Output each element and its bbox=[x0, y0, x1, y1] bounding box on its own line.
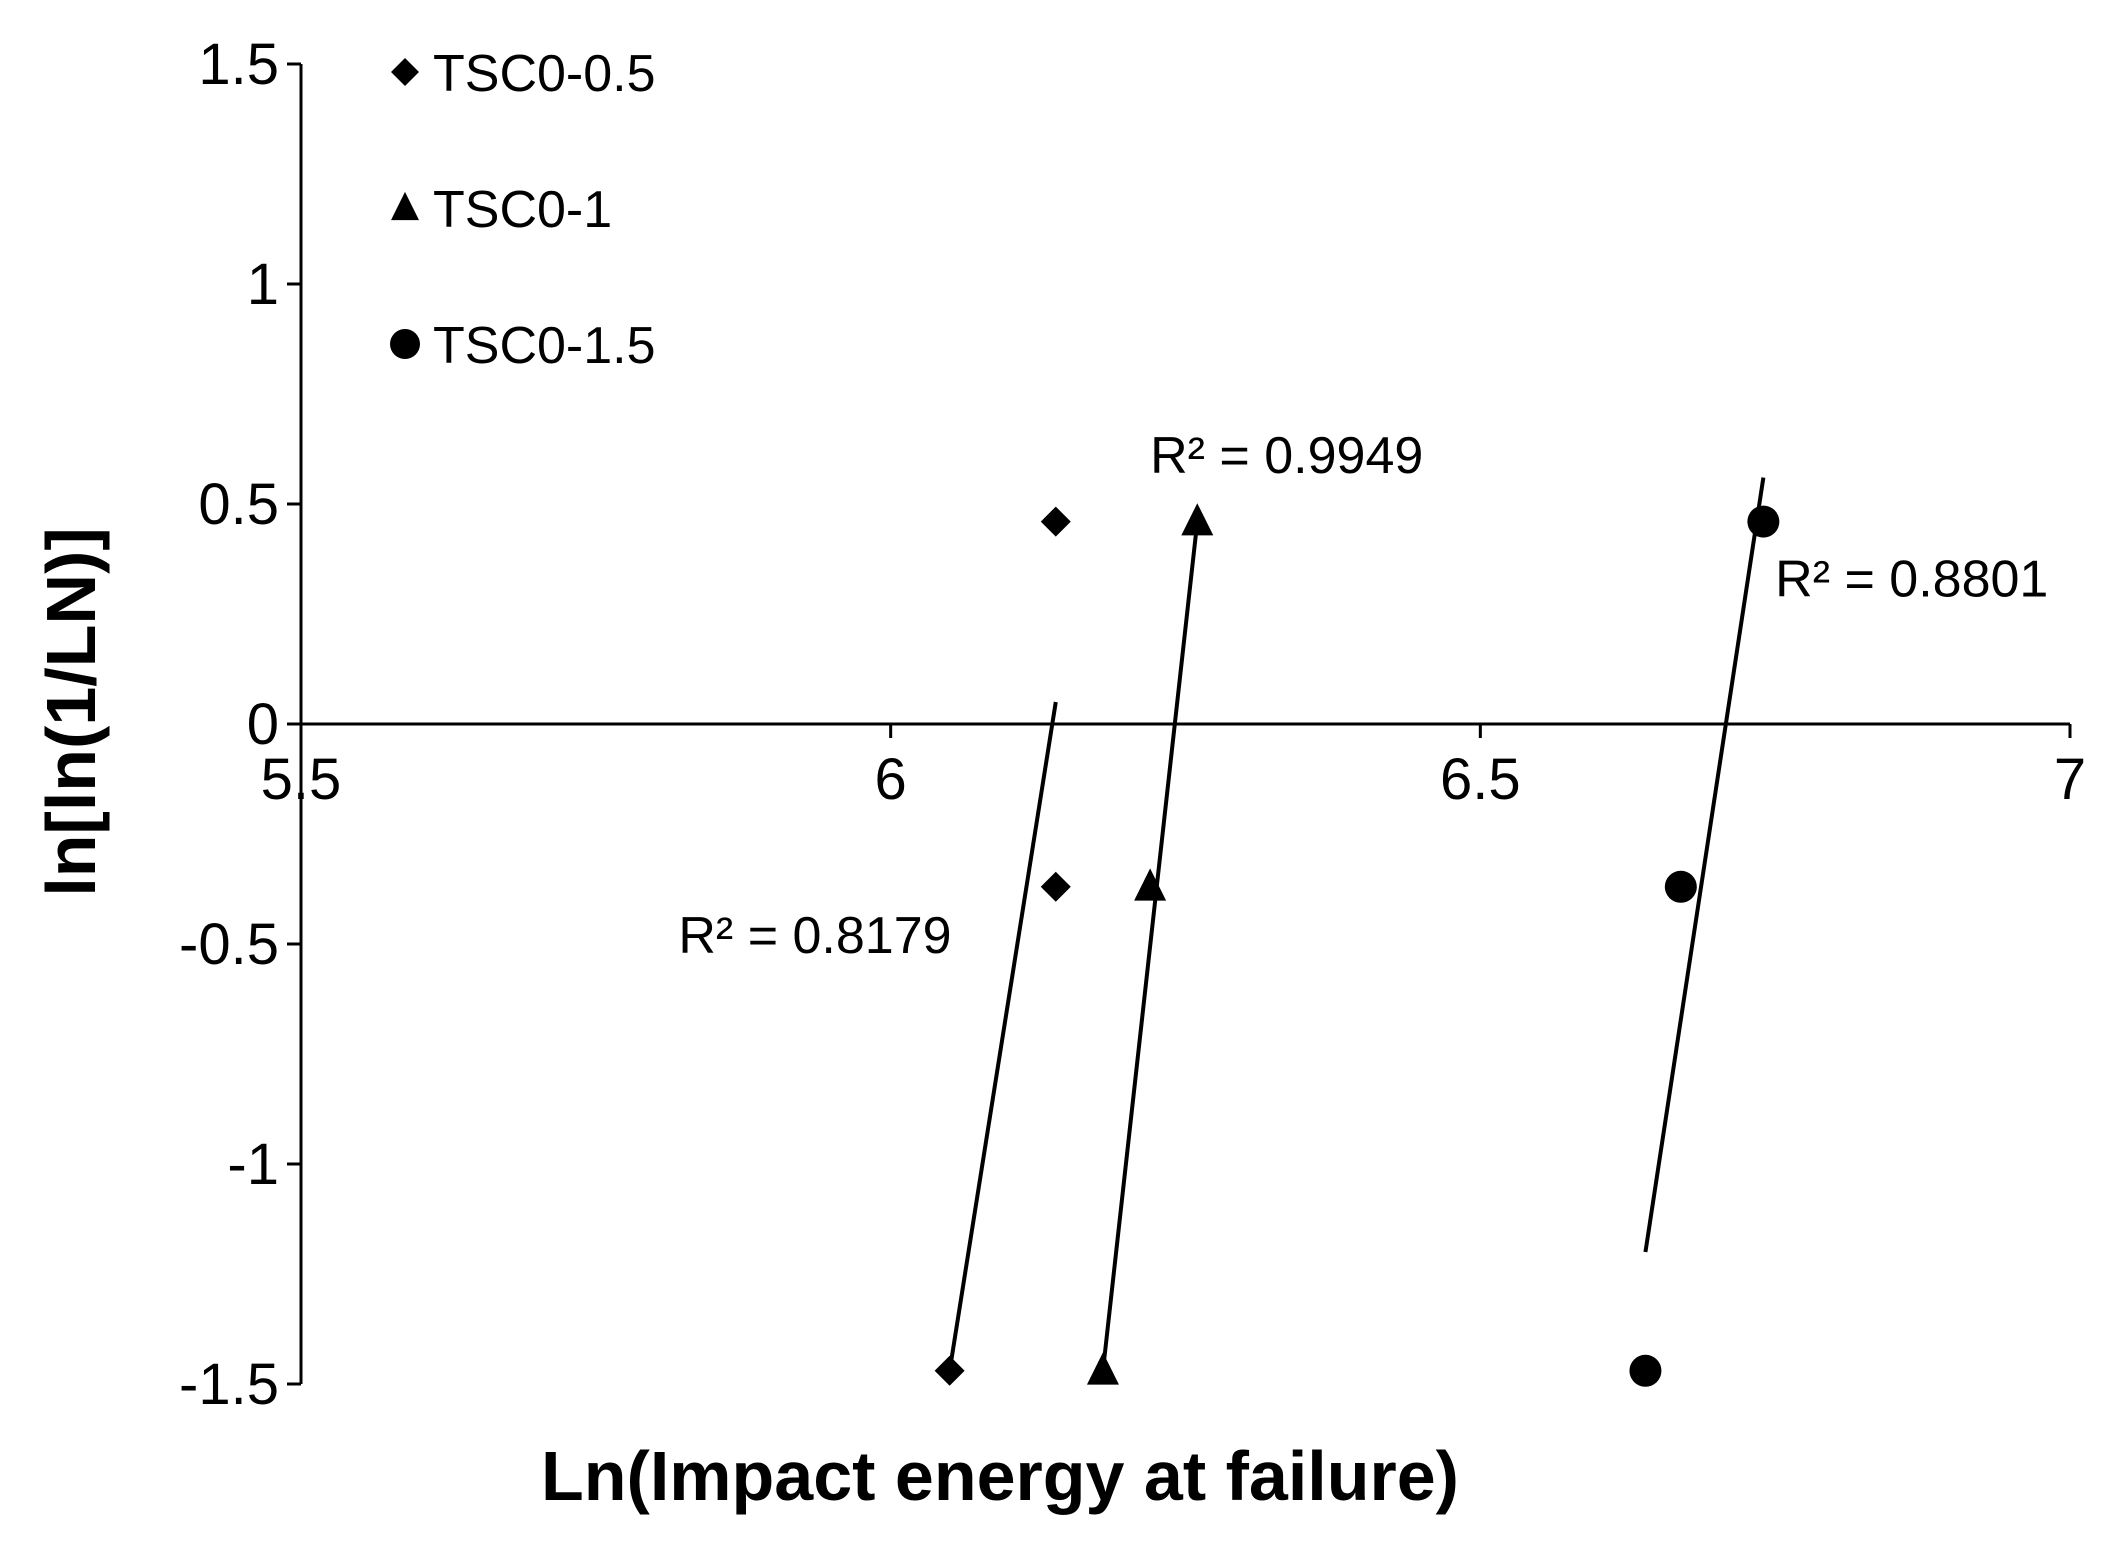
y-axis-title: ln[ln(1/LN)] bbox=[32, 527, 110, 896]
trendline-tsc0-1-5 bbox=[1643, 477, 1766, 1253]
y-tick-label-1: 1 bbox=[247, 252, 279, 317]
legend-label-tsc0-1: TSC0-1 bbox=[433, 181, 612, 239]
y-tick-label-0-5: 0.5 bbox=[198, 472, 279, 537]
data-point-tsc0-1-5-3 bbox=[1747, 505, 1780, 538]
legend-label-tsc0-0-5: TSC0-0.5 bbox=[433, 45, 656, 103]
trendline-tsc0-0-5 bbox=[947, 701, 1058, 1372]
legend-marker-tsc0-1 bbox=[391, 191, 419, 221]
r2-label-tsc0-0-5: R² = 0.8179 bbox=[678, 907, 951, 965]
x-tick-label-5-5: 5.5 bbox=[261, 747, 342, 812]
legend-marker-tsc0-1-5 bbox=[390, 329, 420, 359]
data-point-tsc0-1-2 bbox=[1134, 868, 1167, 901]
data-point-tsc0-0-5-2 bbox=[1040, 871, 1071, 902]
trendline-tsc0-1 bbox=[1100, 521, 1200, 1372]
data-point-tsc0-0-5-3 bbox=[1040, 506, 1071, 537]
data-point-tsc0-0-5-1 bbox=[934, 1355, 965, 1386]
data-point-tsc0-1-1 bbox=[1086, 1352, 1119, 1385]
data-point-tsc0-1-3 bbox=[1181, 503, 1214, 536]
trendlines bbox=[947, 477, 1766, 1372]
legend-marker-tsc0-0-5 bbox=[391, 58, 419, 86]
axes: 1.5 1 0.5 0 -0.5 -1 -1.5 5.5 6 6.5 7 bbox=[179, 32, 2086, 1417]
x-tick-label-6: 6 bbox=[875, 747, 907, 812]
r2-label-tsc0-1-5: R² = 0.8801 bbox=[1775, 550, 2048, 608]
y-tick-label-1-5: 1.5 bbox=[198, 32, 279, 97]
legend-label-tsc0-1-5: TSC0-1.5 bbox=[433, 317, 656, 375]
y-tick-label-1-5: -1.5 bbox=[179, 1352, 279, 1417]
r2-labels: R² = 0.8179 R² = 0.9949 R² = 0.8801 bbox=[678, 427, 2048, 965]
legend: TSC0-0.5 TSC0-1 TSC0-1.5 bbox=[390, 45, 656, 375]
y-tick-label-0-5: -0.5 bbox=[179, 912, 279, 977]
markers bbox=[934, 503, 1780, 1387]
r2-label-tsc0-1: R² = 0.9949 bbox=[1150, 427, 1423, 485]
x-axis-title: Ln(Impact energy at failure) bbox=[541, 1437, 1459, 1515]
data-point-tsc0-1-5-1 bbox=[1629, 1354, 1662, 1387]
y-tick-label-1: -1 bbox=[227, 1132, 279, 1197]
x-tick-label-7: 7 bbox=[2054, 747, 2086, 812]
data-point-tsc0-1-5-2 bbox=[1664, 870, 1697, 903]
x-tick-label-6-5: 6.5 bbox=[1440, 747, 1521, 812]
y-tick-label-0: 0 bbox=[247, 692, 279, 757]
